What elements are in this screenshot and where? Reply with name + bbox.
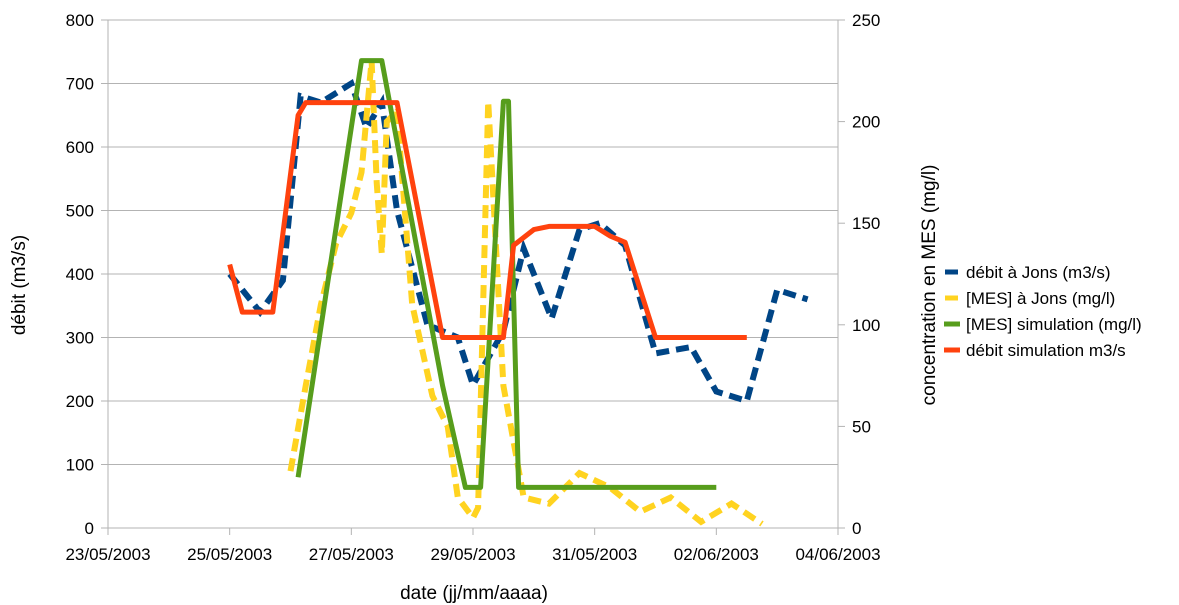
- series-line-2: [295, 58, 717, 490]
- x-tick-label-5: 02/06/2003: [674, 545, 759, 564]
- x-tick-label-0: 23/05/2003: [65, 545, 150, 564]
- legend-label-1: [MES] à Jons (mg/l): [966, 289, 1115, 308]
- legend-label-2: [MES] simulation (mg/l): [966, 315, 1142, 334]
- y2-tick-label-1: 50: [852, 417, 871, 436]
- legend: débit à Jons (m3/s) [MES] à Jons (mg/l) [M…: [944, 263, 1142, 360]
- legend-label-3: débit simulation m3/s: [966, 341, 1126, 360]
- y-tick-label-3: 300: [66, 329, 94, 348]
- series-lines: [227, 58, 809, 527]
- y2-tick-label-2: 100: [852, 316, 880, 335]
- y-tick-label-4: 400: [66, 265, 94, 284]
- y-axis-title: débit (m3/s): [9, 235, 30, 335]
- y-tick-label-2: 200: [66, 392, 94, 411]
- y-tick-label-1: 100: [66, 456, 94, 475]
- y2-tick-label-0: 0: [852, 519, 861, 538]
- y-tick-label-5: 500: [66, 202, 94, 221]
- y2-axis-title: concentration en MES (mg/l): [919, 165, 940, 406]
- y2-tick-label-4: 200: [852, 113, 880, 132]
- y2-axis-ticks: 0 50 100 150 200 250: [838, 11, 880, 538]
- y-tick-label-6: 600: [66, 138, 94, 157]
- x-tick-label-4: 31/05/2003: [552, 545, 637, 564]
- plot-frame: [107, 20, 839, 535]
- y-tick-label-8: 800: [66, 11, 94, 30]
- x-tick-label-2: 27/05/2003: [309, 545, 394, 564]
- x-axis-ticks: 23/05/2003 25/05/2003 27/05/2003 29/05/2003…: [65, 528, 881, 564]
- x-tick-label-6: 04/06/2003: [795, 545, 880, 564]
- legend-label-0: débit à Jons (m3/s): [966, 263, 1111, 282]
- y-tick-label-0: 0: [85, 519, 94, 538]
- y-axis-ticks: 0 100 200 300 400 500 600 700 800: [66, 11, 108, 538]
- grid-lines: [108, 19, 838, 529]
- series-line-1: [287, 60, 764, 527]
- y2-tick-label-5: 250: [852, 11, 880, 30]
- y-tick-label-7: 700: [66, 75, 94, 94]
- series-line-3: [227, 100, 747, 340]
- x-tick-label-1: 25/05/2003: [187, 545, 272, 564]
- x-tick-label-3: 29/05/2003: [430, 545, 515, 564]
- x-axis-title: date (jj/mm/aaaa): [400, 583, 548, 604]
- y2-tick-label-3: 150: [852, 214, 880, 233]
